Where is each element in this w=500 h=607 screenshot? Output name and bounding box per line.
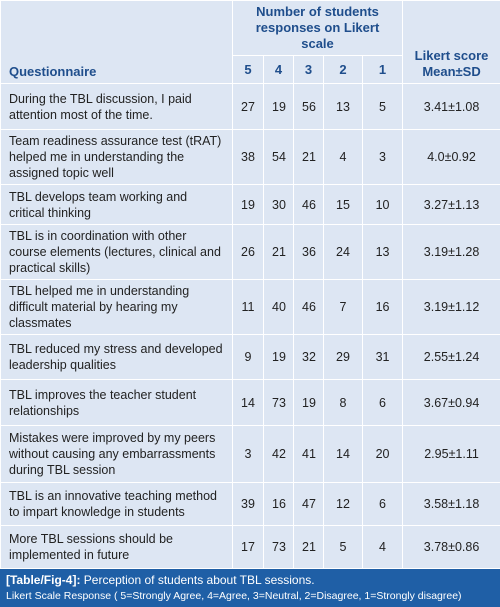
score: 3.78±0.86 xyxy=(403,526,500,569)
scale-header: 3 xyxy=(294,56,324,84)
count: 26 xyxy=(233,225,264,280)
count: 16 xyxy=(264,483,294,526)
question: TBL improves the teacher student relatio… xyxy=(1,380,233,426)
count: 32 xyxy=(294,335,324,380)
count: 5 xyxy=(363,84,403,130)
count: 24 xyxy=(324,225,363,280)
count: 19 xyxy=(233,185,264,225)
count: 19 xyxy=(264,84,294,130)
caption: [Table/Fig-4]: Perception of students ab… xyxy=(0,569,500,607)
caption-line: [Table/Fig-4]: Perception of students ab… xyxy=(6,572,494,588)
count: 31 xyxy=(363,335,403,380)
count: 19 xyxy=(294,380,324,426)
row: Mistakes were improved by my peers witho… xyxy=(1,426,500,483)
count: 29 xyxy=(324,335,363,380)
question: TBL is in coordination with other course… xyxy=(1,225,233,280)
count: 30 xyxy=(264,185,294,225)
table: Questionnaire Number of students respons… xyxy=(0,0,500,569)
row: TBL is an innovative teaching method to … xyxy=(1,483,500,526)
count: 41 xyxy=(294,426,324,483)
caption-label: [Table/Fig-4]: xyxy=(6,573,80,587)
row: Team readiness assurance test (tRAT) hel… xyxy=(1,130,500,185)
question: Mistakes were improved by my peers witho… xyxy=(1,426,233,483)
count: 10 xyxy=(363,185,403,225)
count: 13 xyxy=(363,225,403,280)
count: 54 xyxy=(264,130,294,185)
header-responses: Number of students responses on Likert s… xyxy=(233,1,403,56)
row: TBL helped me in understanding difficult… xyxy=(1,280,500,335)
count: 73 xyxy=(264,380,294,426)
count: 13 xyxy=(324,84,363,130)
count: 21 xyxy=(294,526,324,569)
question: TBL reduced my stress and developed lead… xyxy=(1,335,233,380)
scale-header: 5 xyxy=(233,56,264,84)
count: 40 xyxy=(264,280,294,335)
question: Team readiness assurance test (tRAT) hel… xyxy=(1,130,233,185)
count: 14 xyxy=(233,380,264,426)
count: 14 xyxy=(324,426,363,483)
question: TBL develops team working and critical t… xyxy=(1,185,233,225)
count: 21 xyxy=(294,130,324,185)
count: 11 xyxy=(233,280,264,335)
row: TBL develops team working and critical t… xyxy=(1,185,500,225)
caption-text: Perception of students about TBL session… xyxy=(84,573,315,587)
caption-note: Likert Scale Response ( 5=Strongly Agree… xyxy=(6,588,494,604)
count: 47 xyxy=(294,483,324,526)
score: 3.41±1.08 xyxy=(403,84,500,130)
count: 6 xyxy=(363,483,403,526)
count: 4 xyxy=(324,130,363,185)
count: 7 xyxy=(324,280,363,335)
question: During the TBL discussion, I paid attent… xyxy=(1,84,233,130)
score: 3.19±1.12 xyxy=(403,280,500,335)
row: More TBL sessions should be implemented … xyxy=(1,526,500,569)
count: 27 xyxy=(233,84,264,130)
count: 38 xyxy=(233,130,264,185)
table-body: During the TBL discussion, I paid attent… xyxy=(1,84,500,569)
count: 19 xyxy=(264,335,294,380)
count: 15 xyxy=(324,185,363,225)
count: 4 xyxy=(363,526,403,569)
score: 3.27±1.13 xyxy=(403,185,500,225)
header-score: Likert score Mean±SD xyxy=(403,1,500,84)
scale-header: 2 xyxy=(324,56,363,84)
count: 46 xyxy=(294,280,324,335)
header-questionnaire: Questionnaire xyxy=(1,1,233,84)
scale-header: 4 xyxy=(264,56,294,84)
question: TBL is an innovative teaching method to … xyxy=(1,483,233,526)
count: 9 xyxy=(233,335,264,380)
count: 21 xyxy=(264,225,294,280)
score: 3.19±1.28 xyxy=(403,225,500,280)
row: TBL is in coordination with other course… xyxy=(1,225,500,280)
row: TBL improves the teacher student relatio… xyxy=(1,380,500,426)
count: 36 xyxy=(294,225,324,280)
count: 12 xyxy=(324,483,363,526)
score: 3.67±0.94 xyxy=(403,380,500,426)
count: 6 xyxy=(363,380,403,426)
count: 39 xyxy=(233,483,264,526)
count: 8 xyxy=(324,380,363,426)
count: 73 xyxy=(264,526,294,569)
scale-header: 1 xyxy=(363,56,403,84)
score: 2.95±1.11 xyxy=(403,426,500,483)
row: During the TBL discussion, I paid attent… xyxy=(1,84,500,130)
count: 56 xyxy=(294,84,324,130)
score: 3.58±1.18 xyxy=(403,483,500,526)
question: More TBL sessions should be implemented … xyxy=(1,526,233,569)
count: 5 xyxy=(324,526,363,569)
count: 16 xyxy=(363,280,403,335)
count: 20 xyxy=(363,426,403,483)
score: 4.0±0.92 xyxy=(403,130,500,185)
count: 3 xyxy=(363,130,403,185)
row: TBL reduced my stress and developed lead… xyxy=(1,335,500,380)
question: TBL helped me in understanding difficult… xyxy=(1,280,233,335)
count: 3 xyxy=(233,426,264,483)
count: 46 xyxy=(294,185,324,225)
count: 42 xyxy=(264,426,294,483)
count: 17 xyxy=(233,526,264,569)
score: 2.55±1.24 xyxy=(403,335,500,380)
